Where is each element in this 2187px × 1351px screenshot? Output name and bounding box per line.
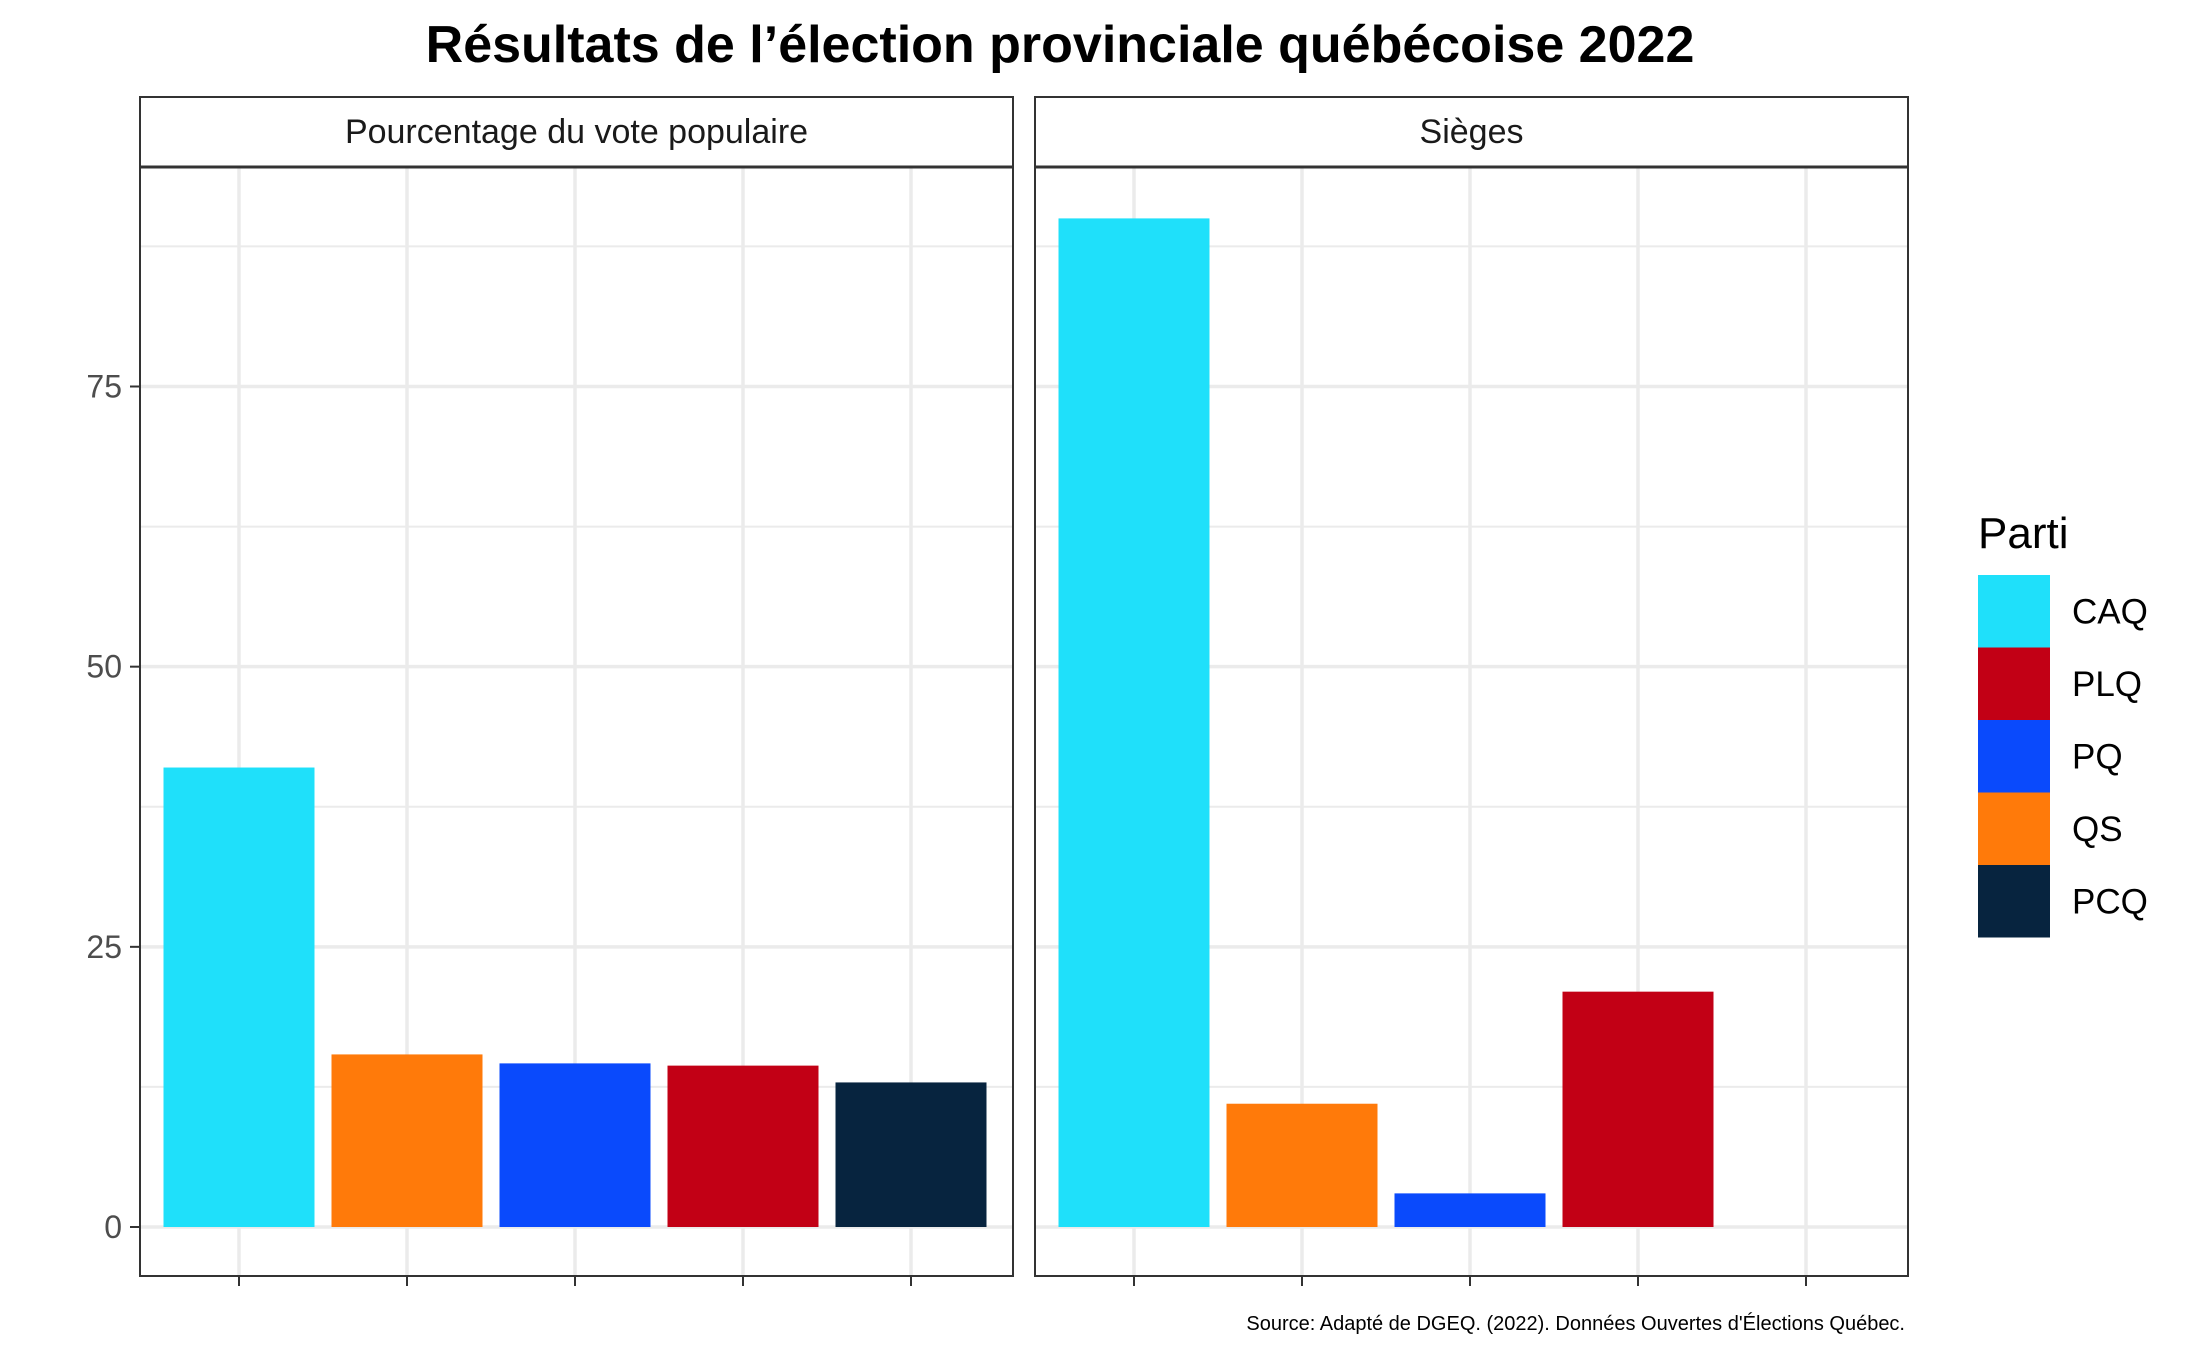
legend: Parti CAQ PLQ PQ QS PCQ <box>1978 509 2148 938</box>
facet-panel: Pourcentage du vote populaire <box>139 96 1014 1286</box>
bar-caq <box>1058 218 1210 1227</box>
bar-pq <box>499 1063 651 1227</box>
bar-caq <box>163 767 315 1227</box>
legend-label: QS <box>2072 810 2123 849</box>
y-tick-label: 75 <box>86 369 122 405</box>
legend-key-pq <box>1978 720 2050 793</box>
facet-panel: Sièges <box>1034 96 1909 1286</box>
y-tick-label: 50 <box>86 649 122 685</box>
panels: Pourcentage du vote populaire Sièges <box>139 96 1909 1286</box>
bar-plq <box>667 1065 819 1227</box>
legend-key-qs <box>1978 792 2050 865</box>
chart-title: Résultats de l’élection provinciale québ… <box>426 16 1695 74</box>
legend-key-caq <box>1978 575 2050 648</box>
y-tick-label: 0 <box>104 1209 122 1245</box>
y-axis: 0 25 50 75 <box>86 369 140 1245</box>
bar-qs <box>1226 1103 1378 1227</box>
panel-border <box>139 96 1014 1277</box>
bar-plq <box>1562 991 1714 1227</box>
legend-key-plq <box>1978 647 2050 720</box>
strip-label: Sièges <box>1420 113 1524 151</box>
legend-label: PQ <box>2072 737 2123 776</box>
bar-pcq <box>835 1082 987 1227</box>
legend-label: CAQ <box>2072 592 2148 631</box>
legend-label: PCQ <box>2072 882 2148 921</box>
strip-label: Pourcentage du vote populaire <box>345 113 808 151</box>
legend-key-pcq <box>1978 865 2050 938</box>
strip-background <box>1034 96 1909 168</box>
chart-caption: Source: Adapté de DGEQ. (2022). Données … <box>1246 1312 1905 1335</box>
legend-title: Parti <box>1978 509 2068 558</box>
bar-qs <box>331 1054 483 1227</box>
panel-border <box>1034 96 1909 1277</box>
bar-pq <box>1394 1193 1546 1227</box>
legend-label: PLQ <box>2072 665 2142 704</box>
y-tick-label: 25 <box>86 929 122 965</box>
